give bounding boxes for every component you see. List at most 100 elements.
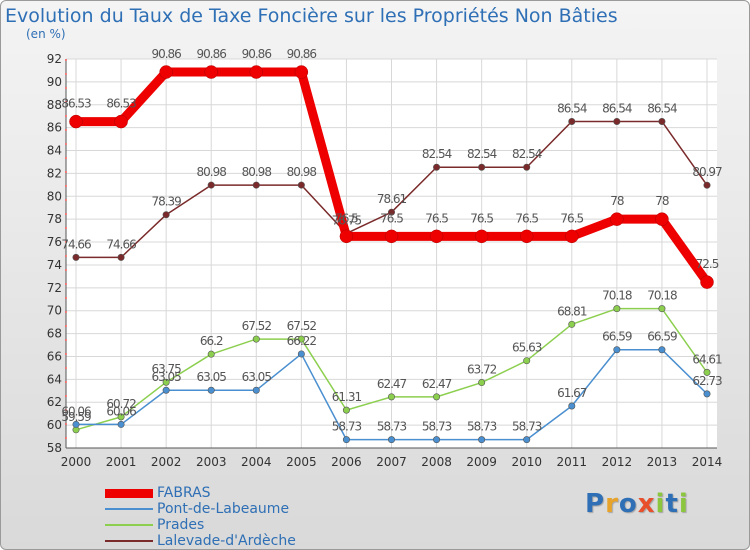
axis-layer: 58 60 62 64 66 68 70 72 74 76 78 80 82 84 86 88 90 92 2000… bbox=[47, 52, 723, 469]
y-tick-label: 62 bbox=[47, 395, 62, 409]
y-tick-label: 58 bbox=[47, 441, 62, 455]
data-label-lalevade-d-ard-che: 80.98 bbox=[287, 165, 317, 179]
data-point-lalevade-d-ard-che bbox=[387, 208, 395, 216]
data-label-lalevade-d-ard-che: 78.39 bbox=[151, 195, 181, 209]
data-label-lalevade-d-ard-che: 80.97 bbox=[692, 165, 722, 179]
data-point-lalevade-d-ard-che bbox=[162, 211, 170, 219]
data-point-pont-de-labeaume bbox=[568, 402, 576, 410]
logo-letter: t bbox=[665, 489, 679, 519]
y-tick-label: 90 bbox=[47, 75, 62, 89]
data-point-lalevade-d-ard-che bbox=[207, 181, 215, 189]
data-point-lalevade-d-ard-che bbox=[523, 163, 531, 171]
y-tick-label: 84 bbox=[47, 144, 62, 158]
data-label-lalevade-d-ard-che: 76.75 bbox=[332, 213, 362, 227]
data-label-prades: 66.2 bbox=[200, 334, 223, 348]
legend-item-pont-de-labeaume[interactable]: Pont-de-Labeaume bbox=[105, 501, 289, 517]
logo-letter: i bbox=[678, 489, 689, 519]
proxiti-logo: Proxiti bbox=[585, 489, 689, 519]
chart-subtitle: (en %) bbox=[26, 27, 66, 41]
data-point-lalevade-d-ard-che bbox=[613, 117, 621, 125]
data-point-pont-de-labeaume bbox=[433, 436, 441, 444]
data-label-prades: 63.75 bbox=[151, 362, 181, 376]
data-point-fabras bbox=[610, 212, 624, 226]
x-tick-label: 2000 bbox=[61, 455, 92, 469]
data-label-pont-de-labeaume: 60.06 bbox=[61, 404, 91, 418]
logo-letter: o bbox=[618, 489, 638, 519]
data-label-lalevade-d-ard-che: 86.54 bbox=[602, 101, 632, 115]
data-point-pont-de-labeaume bbox=[72, 420, 80, 428]
data-label-fabras: 78 bbox=[610, 194, 624, 208]
x-tick-label: 2002 bbox=[151, 455, 182, 469]
data-label-fabras: 86.53 bbox=[61, 97, 91, 111]
grid-layer bbox=[66, 58, 717, 449]
data-point-fabras bbox=[114, 114, 128, 129]
y-tick-label: 92 bbox=[47, 52, 62, 66]
y-tick-label: 86 bbox=[47, 121, 62, 135]
y-tick-label: 66 bbox=[47, 349, 62, 363]
data-point-fabras bbox=[384, 229, 399, 244]
data-label-lalevade-d-ard-che: 80.98 bbox=[242, 165, 272, 179]
data-label-lalevade-d-ard-che: 74.66 bbox=[61, 237, 91, 251]
data-label-lalevade-d-ard-che: 74.66 bbox=[106, 237, 136, 251]
x-tick-label: 2010 bbox=[511, 455, 542, 469]
data-label-prades: 67.52 bbox=[242, 319, 272, 333]
data-label-pont-de-labeaume: 58.73 bbox=[512, 420, 542, 434]
data-point-prades bbox=[523, 357, 531, 365]
x-tick-label: 2001 bbox=[106, 455, 137, 469]
data-label-fabras: 78 bbox=[655, 194, 669, 208]
data-label-lalevade-d-ard-che: 86.54 bbox=[557, 101, 587, 115]
data-label-pont-de-labeaume: 63.05 bbox=[242, 370, 272, 384]
data-point-pont-de-labeaume bbox=[252, 386, 260, 394]
x-tick-label: 2006 bbox=[331, 455, 362, 469]
data-label-pont-de-labeaume: 58.73 bbox=[467, 420, 497, 434]
data-label-fabras: 76.5 bbox=[470, 211, 493, 225]
data-point-lalevade-d-ard-che bbox=[117, 253, 125, 261]
x-tick-label: 2005 bbox=[286, 455, 317, 469]
x-tick-label: 2013 bbox=[647, 455, 678, 469]
data-point-fabras bbox=[474, 229, 489, 244]
data-point-fabras bbox=[204, 65, 218, 79]
data-point-prades bbox=[342, 406, 350, 414]
y-tick-label: 88 bbox=[47, 98, 62, 112]
legend-item-lalevade[interactable]: Lalevade-d'Ardèche bbox=[105, 533, 296, 549]
chart-title: Evolution du Taux de Taxe Foncière sur l… bbox=[5, 5, 618, 27]
data-point-fabras bbox=[339, 229, 354, 244]
data-label-lalevade-d-ard-che: 80.98 bbox=[197, 165, 227, 179]
data-label-prades: 70.18 bbox=[647, 289, 677, 303]
data-label-prades: 63.72 bbox=[467, 363, 497, 377]
x-tick-label: 2011 bbox=[557, 455, 588, 469]
logo-letter: i bbox=[655, 489, 666, 519]
data-label-fabras: 76.5 bbox=[380, 211, 403, 225]
data-label-pont-de-labeaume: 60.06 bbox=[106, 404, 136, 418]
data-label-fabras: 90.86 bbox=[242, 47, 272, 61]
data-point-fabras bbox=[700, 275, 714, 289]
legend-label: Pont-de-Labeaume bbox=[157, 501, 290, 517]
x-tick-label: 2014 bbox=[692, 455, 723, 469]
data-point-pont-de-labeaume bbox=[613, 346, 621, 354]
data-point-pont-de-labeaume bbox=[297, 350, 305, 358]
data-point-pont-de-labeaume bbox=[162, 386, 170, 394]
data-point-fabras bbox=[249, 65, 264, 79]
data-point-fabras bbox=[429, 229, 444, 244]
legend-item-prades[interactable]: Prades bbox=[105, 517, 204, 533]
data-label-pont-de-labeaume: 63.05 bbox=[197, 370, 227, 384]
data-label-prades: 60.72 bbox=[106, 397, 136, 411]
x-tick-label: 2007 bbox=[376, 455, 407, 469]
data-point-fabras bbox=[519, 229, 534, 244]
data-point-pont-de-labeaume bbox=[387, 436, 395, 444]
data-point-prades bbox=[478, 379, 486, 387]
logo-letter: P bbox=[585, 489, 606, 519]
data-label-pont-de-labeaume: 62.73 bbox=[692, 374, 722, 388]
data-label-fabras: 76.5 bbox=[425, 211, 448, 225]
data-point-prades bbox=[252, 335, 260, 343]
x-tick-label: 2008 bbox=[421, 455, 452, 469]
data-label-fabras: 90.86 bbox=[151, 47, 181, 61]
data-label-fabras: 76.5 bbox=[560, 211, 583, 225]
data-label-fabras: 72.5 bbox=[696, 257, 719, 271]
data-point-lalevade-d-ard-che bbox=[72, 253, 80, 261]
data-point-prades bbox=[568, 320, 576, 328]
data-label-prades: 61.31 bbox=[332, 390, 362, 404]
data-label-pont-de-labeaume: 61.67 bbox=[557, 386, 587, 400]
legend-item-fabras[interactable]: FABRAS bbox=[105, 485, 211, 501]
data-point-prades bbox=[117, 413, 125, 421]
